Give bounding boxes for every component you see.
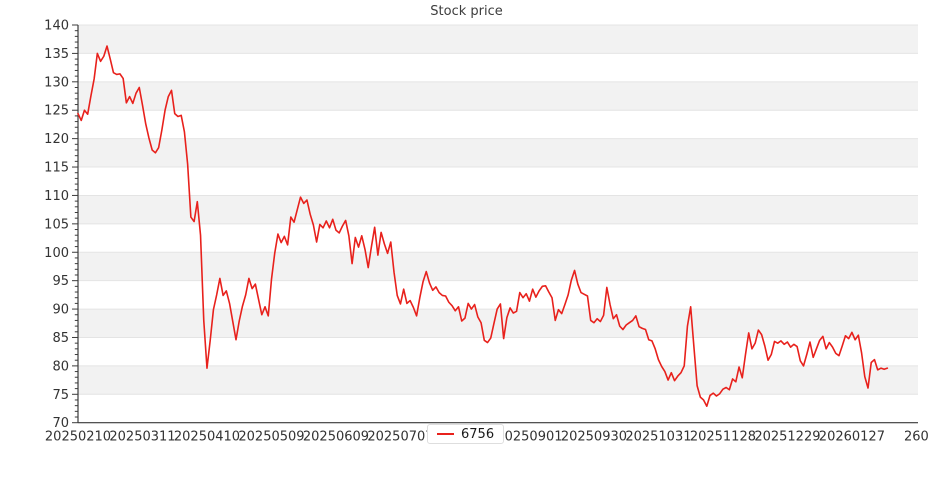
legend-series-label: 6756 — [461, 426, 495, 442]
y-tick-label: 120 — [44, 132, 69, 147]
background-band — [78, 365, 918, 395]
background-band — [78, 252, 918, 281]
legend: 6756 — [427, 424, 505, 444]
y-tick-label: 70 — [52, 416, 69, 431]
background-band — [78, 81, 918, 111]
price-line-series — [77, 45, 889, 408]
x-tick-label: 260 — [904, 430, 929, 445]
x-tick-label: 20250311 — [109, 430, 175, 445]
x-tick-label: 20251031 — [625, 430, 691, 445]
y-tick-label: 125 — [44, 104, 69, 119]
x-tick-label: 20250509 — [238, 430, 304, 445]
x-tick-label: 20250410 — [174, 430, 240, 445]
x-tick-label: 20250901 — [496, 430, 562, 445]
background-band — [78, 25, 918, 54]
y-tick-label: 90 — [52, 303, 69, 318]
legend-line-marker — [437, 433, 454, 435]
x-tick-label: 20250707 — [367, 430, 433, 445]
x-tick-label: 20250930 — [561, 430, 627, 445]
y-tick-label: 75 — [52, 388, 69, 403]
y-tick-label: 80 — [52, 359, 69, 374]
y-tick-label: 105 — [44, 217, 69, 232]
x-tick-label: 20251128 — [690, 430, 756, 445]
x-tick-label: 20251229 — [754, 430, 820, 445]
background-band — [78, 138, 918, 168]
y-tick-label: 135 — [44, 47, 69, 62]
chart-title: Stock price — [430, 4, 503, 19]
y-tick-label: 110 — [44, 189, 69, 204]
y-tick-label: 100 — [44, 246, 69, 261]
background-band — [78, 309, 918, 338]
x-tick-label: 20250210 — [45, 430, 111, 445]
y-tick-label: 130 — [44, 75, 69, 90]
y-tick-label: 140 — [44, 19, 69, 34]
background-band — [78, 195, 918, 224]
x-tick-label: 20250609 — [303, 430, 369, 445]
x-tick-label: 20260127 — [819, 430, 885, 445]
y-tick-label: 85 — [52, 331, 69, 346]
y-tick-label: 95 — [52, 274, 69, 289]
y-tick-label: 115 — [44, 161, 69, 176]
